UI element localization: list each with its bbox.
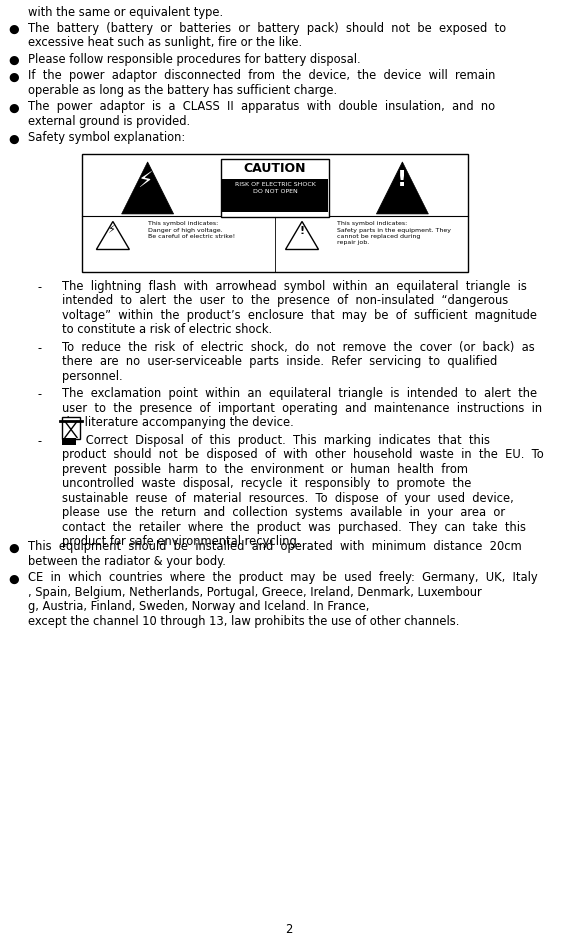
Text: ⚡: ⚡ xyxy=(107,226,115,235)
Text: -: - xyxy=(38,435,42,448)
Bar xyxy=(62,418,80,439)
Bar xyxy=(82,154,468,272)
Text: The  exclamation  point  within  an  equilateral  triangle  is  intended  to  al: The exclamation point within an equilate… xyxy=(62,388,537,401)
Bar xyxy=(221,159,329,217)
Text: -: - xyxy=(38,389,42,402)
Polygon shape xyxy=(286,221,319,249)
Polygon shape xyxy=(376,162,428,214)
Text: !: ! xyxy=(398,170,407,190)
Text: !: ! xyxy=(299,227,305,236)
Text: To  reduce  the  risk  of  electric  shock,  do  not  remove  the  cover  (or  b: To reduce the risk of electric shock, do… xyxy=(62,341,535,354)
Text: ●: ● xyxy=(8,23,18,36)
Text: Correct  Disposal  of  this  product.  This  marking  indicates  that  this: Correct Disposal of this product. This m… xyxy=(80,434,490,447)
Text: to constitute a risk of electric shock.: to constitute a risk of electric shock. xyxy=(62,324,272,337)
Text: excessive heat such as sunlight, fire or the like.: excessive heat such as sunlight, fire or… xyxy=(28,37,302,50)
Text: , Spain, Belgium, Netherlands, Portugal, Greece, Ireland, Denmark, Luxembour: , Spain, Belgium, Netherlands, Portugal,… xyxy=(28,586,482,599)
Text: product  should  not  be  disposed  of  with  other  household  waste  in  the  : product should not be disposed of with o… xyxy=(62,449,544,461)
Text: The  power  adaptor  is  a  CLASS  II  apparatus  with  double  insulation,  and: The power adaptor is a CLASS II apparatu… xyxy=(28,101,495,114)
Text: This  equipment  should  be  installed  and  operated  with  minimum  distance  : This equipment should be installed and o… xyxy=(28,540,522,553)
Text: -: - xyxy=(38,342,42,355)
Text: contact  the  retailer  where  the  product  was  purchased.  They  can  take  t: contact the retailer where the product w… xyxy=(62,521,526,534)
Text: Safety symbol explanation:: Safety symbol explanation: xyxy=(28,132,185,145)
Polygon shape xyxy=(122,162,174,214)
Text: ●: ● xyxy=(8,71,18,84)
Text: except the channel 10 through 13, law prohibits the use of other channels.: except the channel 10 through 13, law pr… xyxy=(28,615,459,628)
Text: uncontrolled  waste  disposal,  recycle  it  responsibly  to  promote  the: uncontrolled waste disposal, recycle it … xyxy=(62,477,471,490)
Text: operable as long as the battery has sufficient charge.: operable as long as the battery has suff… xyxy=(28,84,337,97)
Text: This symbol indicates:
Safety parts in the equipment. They
cannot be replaced du: This symbol indicates: Safety parts in t… xyxy=(337,221,451,245)
Text: CAUTION: CAUTION xyxy=(243,162,306,175)
Text: prevent  possible  harm  to  the  environment  or  human  health  from: prevent possible harm to the environment… xyxy=(62,463,468,476)
Text: 2: 2 xyxy=(285,923,292,936)
Text: please  use  the  return  and  collection  systems  available  in  your  area  o: please use the return and collection sys… xyxy=(62,506,505,519)
Bar xyxy=(222,179,328,212)
Text: the literature accompanying the device.: the literature accompanying the device. xyxy=(62,417,294,429)
Text: This symbol indicates:
Danger of high voltage.
Be careful of electric strike!: This symbol indicates: Danger of high vo… xyxy=(148,221,235,239)
Text: ●: ● xyxy=(8,54,18,67)
Text: ●: ● xyxy=(8,133,18,146)
Text: ⚡: ⚡ xyxy=(137,172,152,192)
Text: intended  to  alert  the  user  to  the  presence  of  non-insulated  “dangerous: intended to alert the user to the presen… xyxy=(62,295,508,308)
Text: The  battery  (battery  or  batteries  or  battery  pack)  should  not  be  expo: The battery (battery or batteries or bat… xyxy=(28,22,506,35)
Text: ●: ● xyxy=(8,572,18,585)
Text: external ground is provided.: external ground is provided. xyxy=(28,115,190,128)
Text: Please follow responsible procedures for battery disposal.: Please follow responsible procedures for… xyxy=(28,53,361,66)
Text: CE  in  which  countries  where  the  product  may  be  used  freely:  Germany, : CE in which countries where the product … xyxy=(28,571,538,584)
Text: user  to  the  presence  of  important  operating  and  maintenance  instruction: user to the presence of important operat… xyxy=(62,402,542,415)
Bar xyxy=(62,438,76,445)
Text: If  the  power  adaptor  disconnected  from  the  device,  the  device  will  re: If the power adaptor disconnected from t… xyxy=(28,70,496,83)
Text: g, Austria, Finland, Sweden, Norway and Iceland. In France,: g, Austria, Finland, Sweden, Norway and … xyxy=(28,600,369,614)
Text: ●: ● xyxy=(8,541,18,554)
Text: -: - xyxy=(38,281,42,294)
Text: ●: ● xyxy=(8,102,18,115)
Text: RISK OF ELECTRIC SHOCK
DO NOT OPEN: RISK OF ELECTRIC SHOCK DO NOT OPEN xyxy=(235,182,316,194)
Text: product for safe environmental recycling.: product for safe environmental recycling… xyxy=(62,535,301,549)
Polygon shape xyxy=(96,221,129,249)
Text: with the same or equivalent type.: with the same or equivalent type. xyxy=(28,6,223,19)
Text: personnel.: personnel. xyxy=(62,370,123,383)
Text: The  lightning  flash  with  arrowhead  symbol  within  an  equilateral  triangl: The lightning flash with arrowhead symbo… xyxy=(62,280,527,293)
Text: there  are  no  user-serviceable  parts  inside.  Refer  servicing  to  qualifie: there are no user-serviceable parts insi… xyxy=(62,356,497,369)
Text: voltage”  within  the  product’s  enclosure  that  may  be  of  sufficient  magn: voltage” within the product’s enclosure … xyxy=(62,309,537,322)
Text: between the radiator & your body.: between the radiator & your body. xyxy=(28,555,226,568)
Text: sustainable  reuse  of  material  resources.  To  dispose  of  your  used  devic: sustainable reuse of material resources.… xyxy=(62,492,514,505)
